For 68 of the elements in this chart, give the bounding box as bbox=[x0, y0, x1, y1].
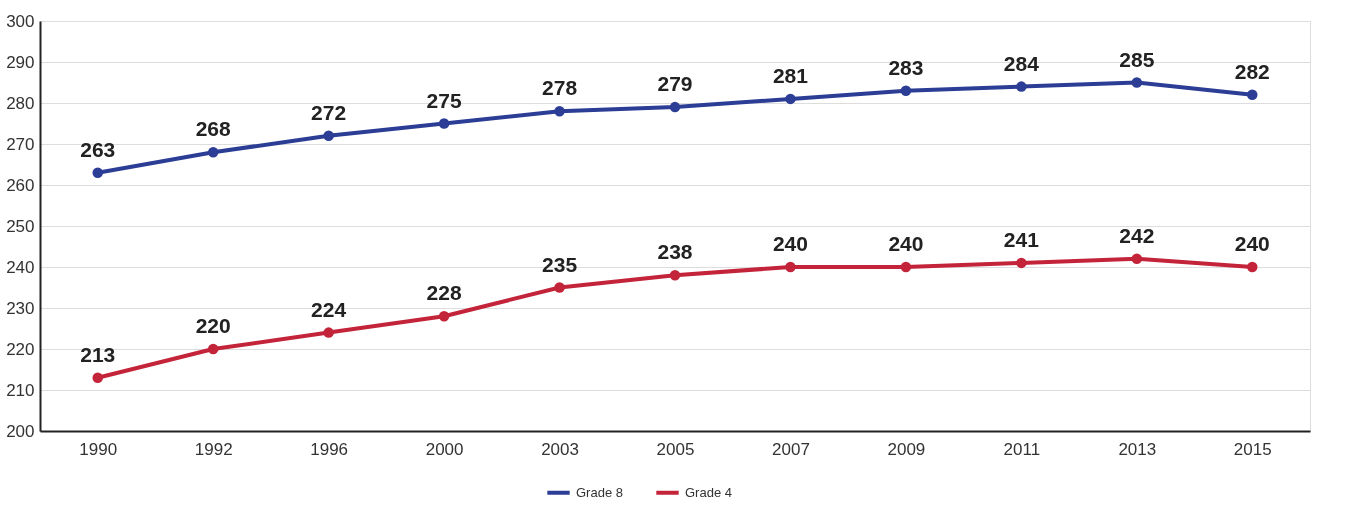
point bbox=[1131, 253, 1143, 265]
x-tick-label: 2013 bbox=[1118, 439, 1157, 459]
y-tick-label: 260 bbox=[6, 175, 35, 195]
x-tick-label: 1992 bbox=[194, 439, 233, 459]
legend-label: Grade 8 bbox=[576, 484, 623, 500]
point bbox=[669, 269, 681, 281]
x-tick-label: 2005 bbox=[656, 439, 695, 459]
point bbox=[207, 146, 219, 158]
point bbox=[669, 101, 681, 113]
point bbox=[900, 85, 912, 96]
data-label: 224 bbox=[311, 297, 347, 321]
point bbox=[1247, 261, 1258, 273]
data-label: 284 bbox=[1003, 51, 1040, 75]
data-label: 235 bbox=[542, 252, 578, 276]
point bbox=[1016, 257, 1027, 269]
data-label: 282 bbox=[1234, 59, 1270, 83]
y-tick-label: 250 bbox=[6, 216, 35, 236]
data-label: 220 bbox=[195, 314, 231, 337]
point bbox=[92, 167, 103, 178]
data-label: 281 bbox=[772, 63, 809, 87]
x-tick-label: 1996 bbox=[310, 439, 349, 459]
data-label: 278 bbox=[542, 76, 578, 100]
x-tick-label: 2003 bbox=[541, 439, 579, 459]
point bbox=[785, 93, 796, 105]
y-tick-label: 240 bbox=[6, 257, 35, 277]
data-label: 263 bbox=[80, 137, 116, 161]
point bbox=[438, 310, 450, 322]
data-label: 241 bbox=[1003, 227, 1040, 251]
data-label: 228 bbox=[426, 281, 462, 305]
data-label: 238 bbox=[657, 240, 693, 264]
y-tick-label: 210 bbox=[6, 380, 35, 400]
data-label: 285 bbox=[1119, 47, 1155, 71]
x-tick-label: 2007 bbox=[772, 439, 810, 459]
point bbox=[785, 261, 796, 273]
point bbox=[207, 343, 219, 355]
data-label: 283 bbox=[888, 55, 924, 79]
data-label: 275 bbox=[426, 88, 462, 112]
data-label: 240 bbox=[1234, 232, 1270, 255]
x-tick-label: 1990 bbox=[79, 439, 118, 459]
y-tick-label: 280 bbox=[6, 93, 35, 113]
point bbox=[323, 130, 334, 142]
y-tick-label: 290 bbox=[6, 52, 35, 72]
point bbox=[1131, 77, 1143, 88]
data-label: 240 bbox=[772, 232, 808, 255]
legend-label: Grade 4 bbox=[685, 484, 732, 500]
point bbox=[323, 327, 334, 338]
point bbox=[1016, 81, 1027, 92]
data-label: 242 bbox=[1119, 223, 1155, 247]
data-label: 272 bbox=[311, 100, 347, 124]
x-tick-label: 2000 bbox=[425, 439, 464, 459]
point bbox=[92, 372, 103, 383]
x-tick-label: 2015 bbox=[1233, 439, 1272, 459]
data-label: 279 bbox=[657, 72, 693, 96]
y-tick-label: 270 bbox=[6, 134, 35, 154]
x-tick-label: 2009 bbox=[887, 439, 926, 459]
y-tick-label: 220 bbox=[6, 339, 35, 359]
y-tick-label: 230 bbox=[6, 298, 35, 318]
point bbox=[554, 282, 565, 293]
point bbox=[1247, 89, 1258, 101]
point bbox=[438, 118, 450, 129]
y-tick-label: 200 bbox=[6, 421, 35, 441]
data-label: 268 bbox=[195, 117, 232, 141]
data-label: 240 bbox=[888, 232, 924, 255]
data-label: 213 bbox=[80, 342, 116, 366]
point bbox=[900, 261, 912, 273]
point bbox=[554, 105, 565, 117]
x-tick-label: 2011 bbox=[1003, 439, 1041, 459]
y-tick-label: 300 bbox=[6, 11, 35, 31]
